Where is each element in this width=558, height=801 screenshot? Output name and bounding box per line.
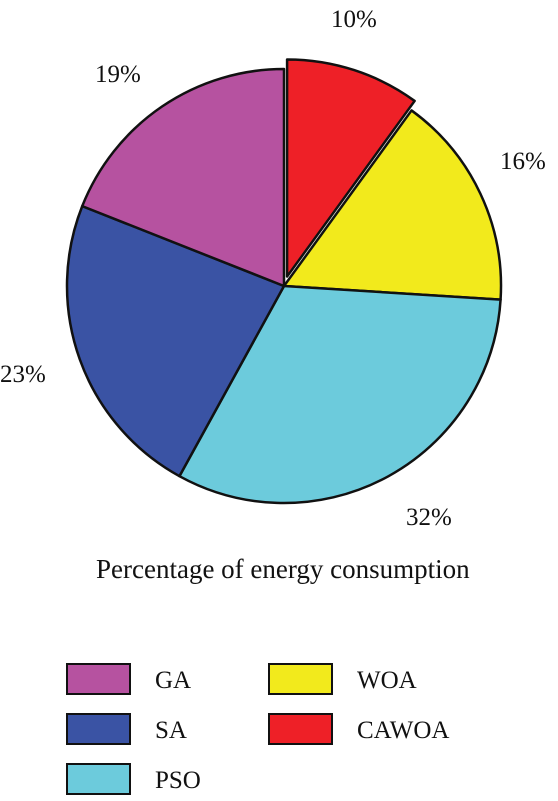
- percentage-labels: 10% 16% 32% 23% 19%: [0, 6, 546, 531]
- legend-swatch-ga: [66, 663, 131, 695]
- pie-slice-woa: [282, 109, 503, 301]
- slice-label-sa: 23%: [0, 361, 46, 388]
- slice-label-pso: 32%: [406, 504, 452, 531]
- pie-slice-cawoa: [285, 58, 416, 278]
- pie-slice-ga: [80, 67, 286, 288]
- legend-item-sa: SA: [66, 713, 187, 745]
- legend-swatch-cawoa: [268, 713, 333, 745]
- slice-label-woa: 16%: [500, 148, 546, 175]
- legend: GA SA PSO WOA CAWOA: [66, 663, 449, 795]
- legend-label-sa: SA: [155, 717, 187, 744]
- legend-label-woa: WOA: [357, 667, 417, 694]
- pie-slice-sa: [65, 204, 286, 478]
- legend-item-ga: GA: [66, 663, 191, 695]
- slice-label-ga: 19%: [95, 61, 141, 88]
- slice-label-cawoa: 10%: [331, 6, 377, 33]
- legend-label-cawoa: CAWOA: [357, 717, 449, 744]
- chart-caption: Percentage of energy consumption: [96, 554, 470, 584]
- legend-item-woa: WOA: [268, 663, 417, 695]
- pie-slices: [65, 58, 503, 505]
- legend-swatch-sa: [66, 713, 131, 745]
- pie-slice-pso: [178, 284, 502, 505]
- legend-item-pso: PSO: [66, 763, 201, 795]
- legend-item-cawoa: CAWOA: [268, 713, 449, 745]
- legend-label-ga: GA: [155, 667, 191, 694]
- legend-swatch-pso: [66, 763, 131, 795]
- legend-label-pso: PSO: [155, 767, 201, 794]
- legend-swatch-woa: [268, 663, 333, 695]
